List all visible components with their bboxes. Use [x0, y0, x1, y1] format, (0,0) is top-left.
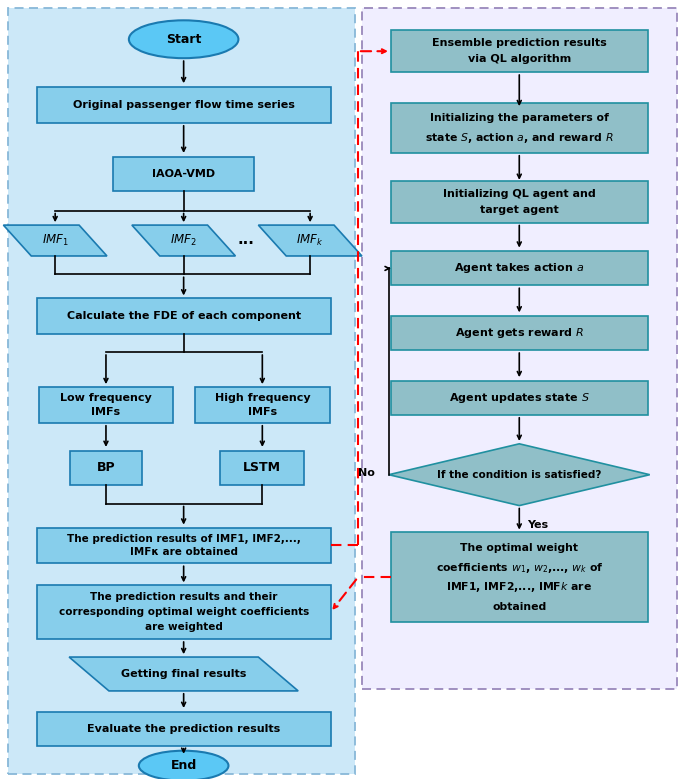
- FancyBboxPatch shape: [37, 527, 331, 563]
- Polygon shape: [69, 657, 298, 691]
- FancyBboxPatch shape: [37, 585, 331, 639]
- Polygon shape: [3, 225, 107, 256]
- Polygon shape: [389, 444, 650, 505]
- Polygon shape: [132, 225, 236, 256]
- Text: IAOA-VMD: IAOA-VMD: [152, 168, 215, 179]
- Text: Ensemble prediction results: Ensemble prediction results: [432, 38, 607, 48]
- FancyBboxPatch shape: [391, 533, 648, 622]
- Text: $\mathit{IMF}_k$: $\mathit{IMF}_k$: [297, 233, 324, 248]
- Text: target agent: target agent: [480, 204, 559, 215]
- Ellipse shape: [139, 750, 229, 780]
- Text: IMF1, IMF2,..., IMF$k$ are: IMF1, IMF2,..., IMF$k$ are: [446, 580, 593, 594]
- Text: High frequency: High frequency: [214, 393, 310, 403]
- FancyBboxPatch shape: [391, 316, 648, 350]
- Text: Low frequency: Low frequency: [60, 393, 152, 403]
- FancyBboxPatch shape: [195, 387, 329, 423]
- Text: Agent takes action $a$: Agent takes action $a$: [454, 261, 584, 275]
- FancyBboxPatch shape: [391, 181, 648, 222]
- Text: The prediction results and their: The prediction results and their: [90, 592, 277, 602]
- Text: The prediction results of IMF1, IMF2,...,: The prediction results of IMF1, IMF2,...…: [66, 534, 301, 544]
- Text: coefficients $w_1$, $w_2$,..., $w_k$ of: coefficients $w_1$, $w_2$,..., $w_k$ of: [436, 561, 603, 575]
- FancyBboxPatch shape: [391, 103, 648, 153]
- Text: Yes: Yes: [527, 519, 548, 530]
- Text: If the condition is satisfied?: If the condition is satisfied?: [437, 470, 601, 480]
- Text: via QL algorithm: via QL algorithm: [468, 55, 571, 64]
- Text: Original passenger flow time series: Original passenger flow time series: [73, 100, 295, 110]
- Text: IMFκ are obtained: IMFκ are obtained: [129, 548, 238, 558]
- Text: Initializing the parameters of: Initializing the parameters of: [430, 113, 609, 123]
- FancyBboxPatch shape: [362, 9, 677, 689]
- Text: The optimal weight: The optimal weight: [460, 543, 578, 553]
- FancyBboxPatch shape: [391, 30, 648, 72]
- Text: End: End: [171, 759, 197, 772]
- Text: Agent gets reward $R$: Agent gets reward $R$: [455, 326, 584, 340]
- Text: IMFs: IMFs: [248, 407, 277, 417]
- Text: Getting final results: Getting final results: [121, 669, 247, 679]
- Text: $\mathit{IMF}_1$: $\mathit{IMF}_1$: [42, 233, 68, 248]
- FancyBboxPatch shape: [391, 381, 648, 415]
- FancyBboxPatch shape: [391, 251, 648, 285]
- Text: state $S$, action $a$, and reward $R$: state $S$, action $a$, and reward $R$: [425, 130, 614, 144]
- FancyBboxPatch shape: [37, 298, 331, 334]
- Text: Calculate the FDE of each component: Calculate the FDE of each component: [66, 311, 301, 321]
- Polygon shape: [258, 225, 362, 256]
- Text: No: No: [358, 468, 375, 477]
- Text: ...: ...: [238, 232, 255, 247]
- Text: obtained: obtained: [492, 601, 547, 612]
- FancyBboxPatch shape: [113, 157, 254, 191]
- Text: IMFs: IMFs: [91, 407, 121, 417]
- Text: are weighted: are weighted: [145, 622, 223, 632]
- FancyBboxPatch shape: [39, 387, 173, 423]
- Text: Evaluate the prediction results: Evaluate the prediction results: [87, 724, 280, 734]
- FancyBboxPatch shape: [221, 451, 304, 484]
- FancyBboxPatch shape: [37, 87, 331, 123]
- FancyBboxPatch shape: [37, 712, 331, 746]
- Text: Initializing QL agent and: Initializing QL agent and: [443, 189, 596, 199]
- Text: Agent updates state $S$: Agent updates state $S$: [449, 391, 590, 405]
- FancyBboxPatch shape: [8, 9, 355, 774]
- Text: corresponding optimal weight coefficients: corresponding optimal weight coefficient…: [58, 607, 309, 617]
- FancyBboxPatch shape: [70, 451, 142, 484]
- Ellipse shape: [129, 20, 238, 58]
- Text: LSTM: LSTM: [243, 461, 282, 474]
- Text: BP: BP: [97, 461, 115, 474]
- Text: Start: Start: [166, 33, 201, 46]
- Text: $\mathit{IMF}_2$: $\mathit{IMF}_2$: [171, 233, 197, 248]
